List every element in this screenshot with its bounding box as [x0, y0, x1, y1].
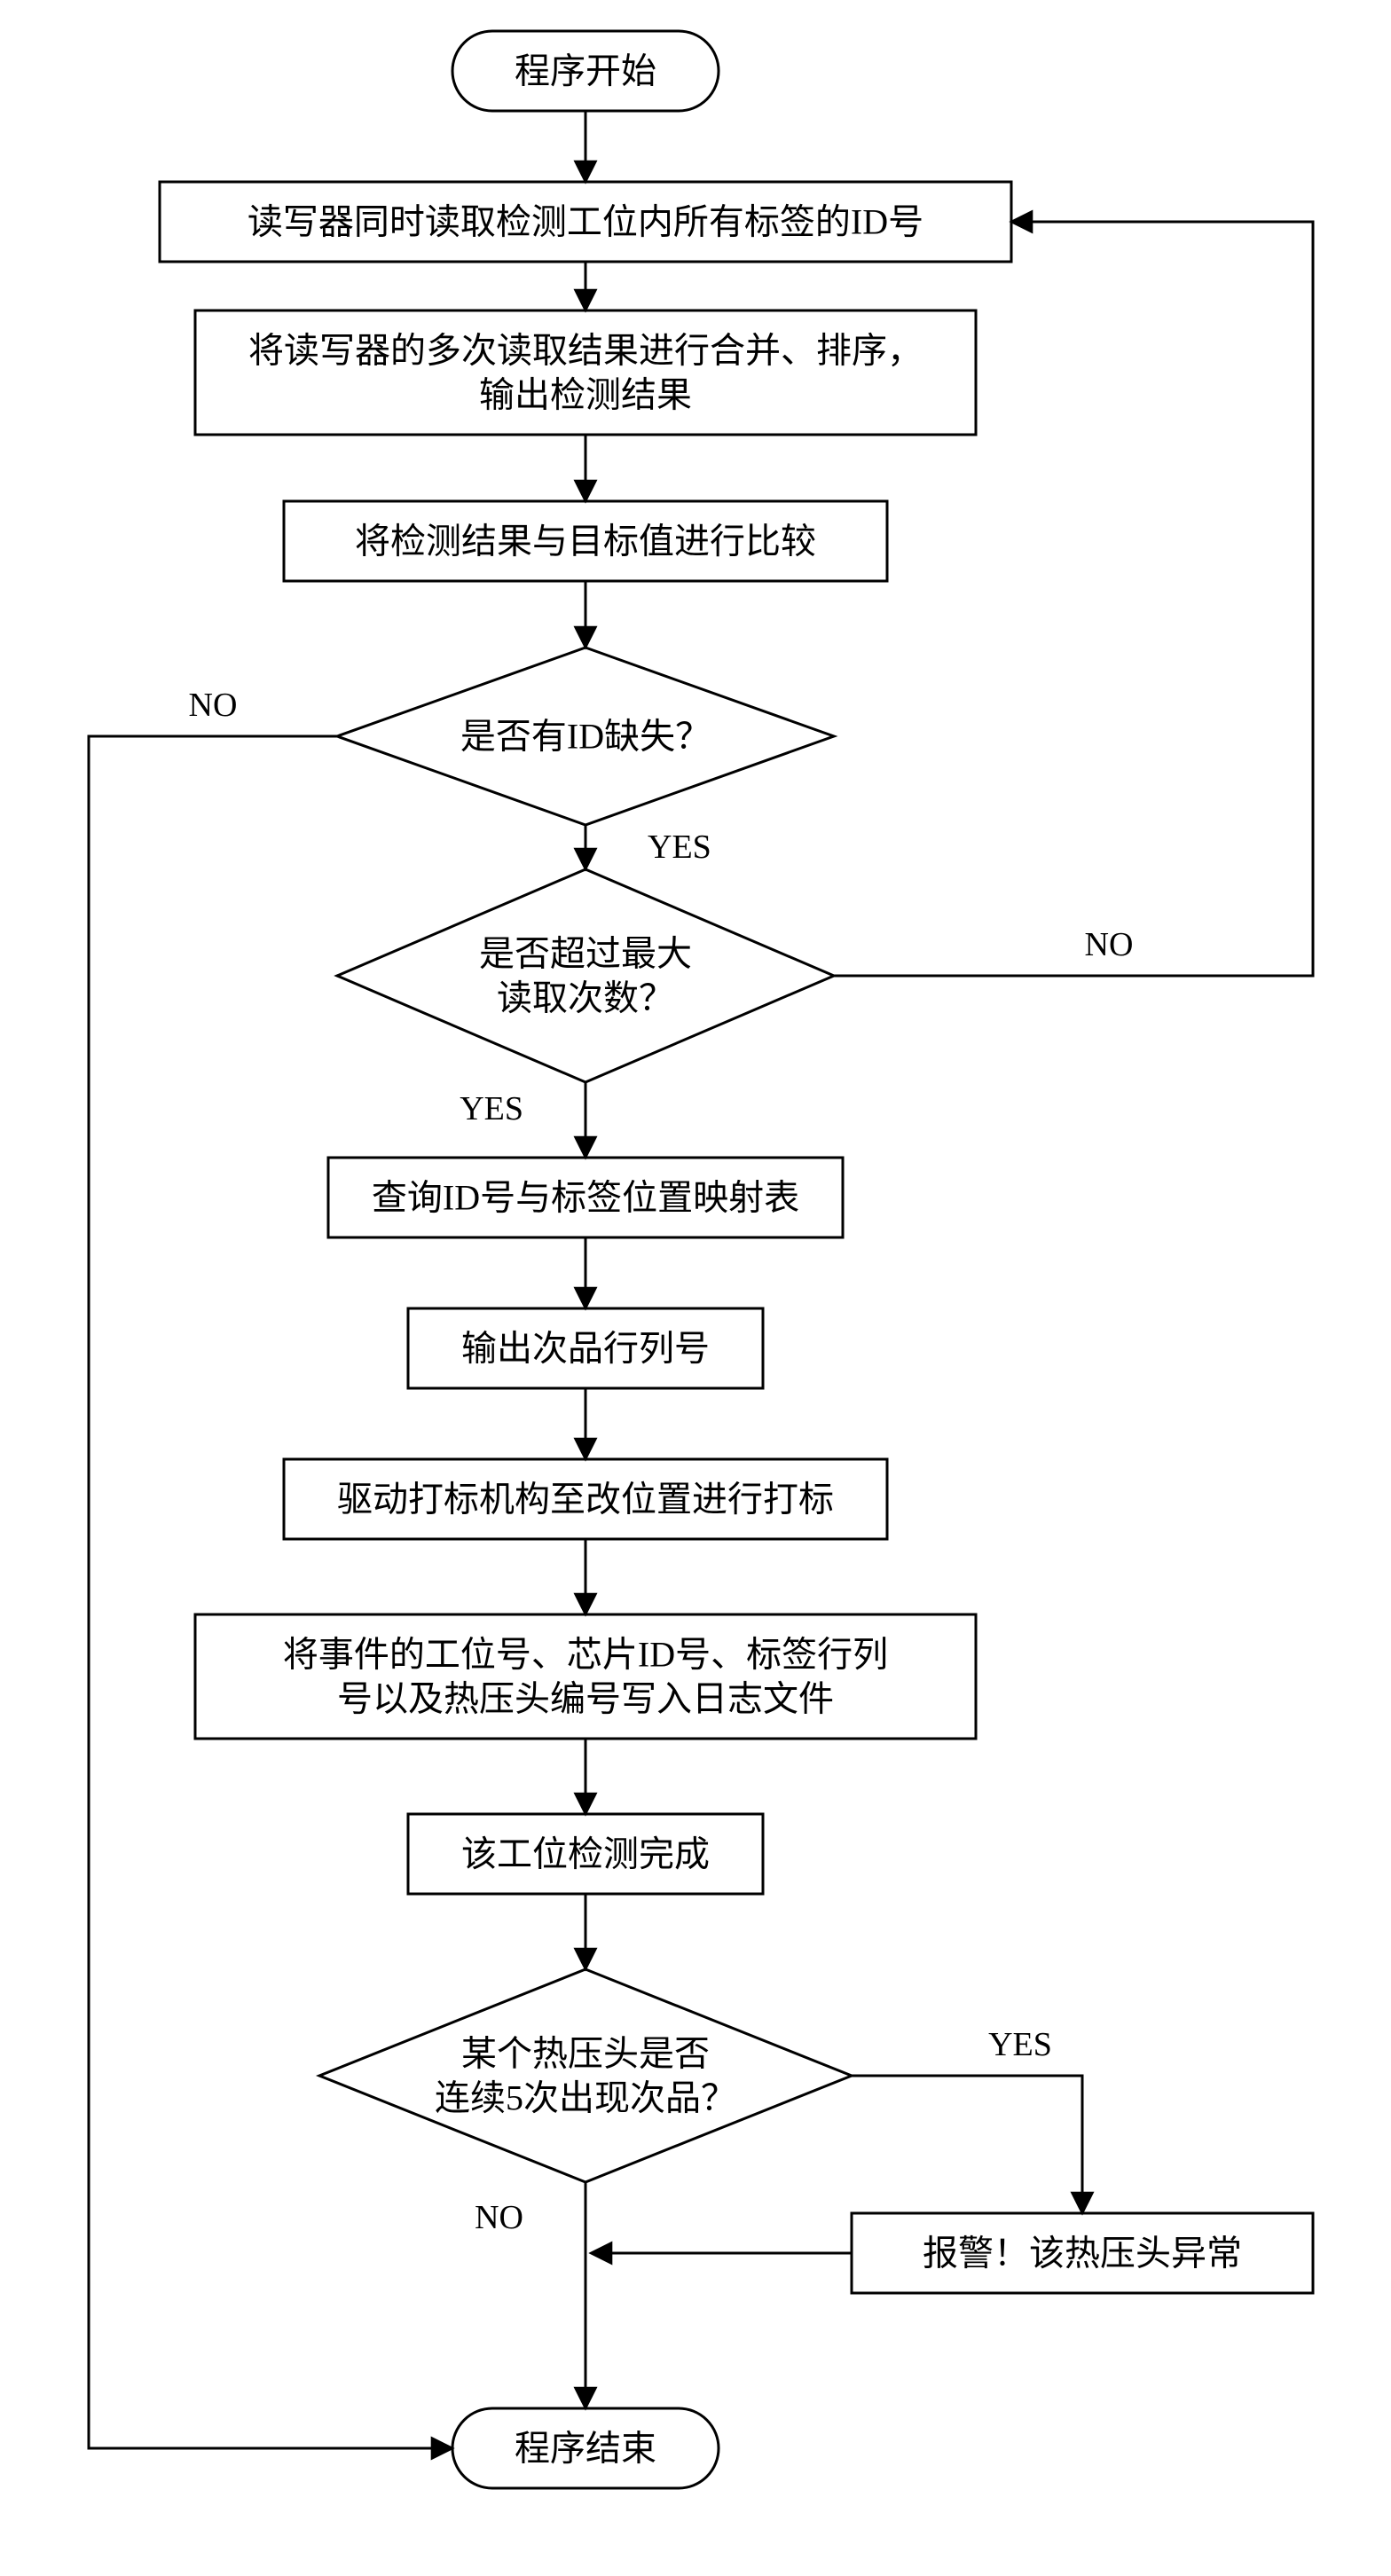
node-alarm-label: 报警！该热压头异常 — [923, 2234, 1242, 2274]
svg-text:连续5次出现次品？: 连续5次出现次品？ — [435, 2078, 736, 2118]
svg-text:读写器同时读取检测工位内所有标签的ID号: 读写器同时读取检测工位内所有标签的ID号 — [248, 202, 923, 242]
svg-text:程序开始: 程序开始 — [515, 51, 656, 91]
node-merge — [195, 310, 976, 435]
svg-text:报警！该热压头异常: 报警！该热压头异常 — [923, 2234, 1242, 2274]
svg-text:查询ID号与标签位置映射表: 查询ID号与标签位置映射表 — [372, 1178, 799, 1218]
edge-label: YES — [988, 2026, 1052, 2063]
node-merge-label: 将读写器的多次读取结果进行合并、排序，输出检测结果 — [248, 331, 923, 415]
edge-label: NO — [1085, 926, 1134, 963]
edge — [89, 736, 452, 2448]
svg-text:程序结束: 程序结束 — [515, 2429, 656, 2469]
flowchart-canvas: 程序开始读写器同时读取检测工位内所有标签的ID号将读写器的多次读取结果进行合并、… — [0, 0, 1391, 2576]
node-output-label: 输出次品行列号 — [461, 1329, 710, 1369]
node-log — [195, 1614, 976, 1739]
svg-text:读取次数？: 读取次数？ — [497, 978, 674, 1018]
svg-text:驱动打标机构至改位置进行打标: 驱动打标机构至改位置进行打标 — [337, 1480, 834, 1520]
svg-text:将读写器的多次读取结果进行合并、排序，: 将读写器的多次读取结果进行合并、排序， — [248, 331, 923, 371]
svg-text:号以及热压头编号写入日志文件: 号以及热压头编号写入日志文件 — [337, 1679, 834, 1719]
edge — [852, 2076, 1082, 2213]
svg-text:是否超过最大: 是否超过最大 — [479, 934, 692, 974]
node-log-label: 将事件的工位号、芯片ID号、标签行列号以及热压头编号写入日志文件 — [283, 1635, 888, 1719]
node-mark-label: 驱动打标机构至改位置进行打标 — [337, 1480, 834, 1520]
edge-label: NO — [189, 687, 238, 724]
svg-text:将事件的工位号、芯片ID号、标签行列: 将事件的工位号、芯片ID号、标签行列 — [283, 1635, 888, 1675]
node-done-label: 该工位检测完成 — [461, 1834, 710, 1874]
edge-label: YES — [460, 1090, 523, 1127]
svg-text:该工位检测完成: 该工位检测完成 — [461, 1834, 710, 1874]
node-start-label: 程序开始 — [515, 51, 656, 91]
node-d_defect — [319, 1969, 852, 2182]
node-d_defect-label: 某个热压头是否连续5次出现次品？ — [435, 2034, 736, 2118]
node-compare-label: 将检测结果与目标值进行比较 — [355, 522, 816, 562]
node-d_miss-label: 是否有ID缺失？ — [460, 717, 711, 757]
svg-text:输出次品行列号: 输出次品行列号 — [461, 1329, 710, 1369]
node-lookup-label: 查询ID号与标签位置映射表 — [372, 1178, 799, 1218]
svg-text:是否有ID缺失？: 是否有ID缺失？ — [460, 717, 711, 757]
svg-text:某个热压头是否: 某个热压头是否 — [461, 2034, 710, 2074]
svg-text:输出检测结果: 输出检测结果 — [479, 375, 692, 415]
node-d_max — [337, 869, 834, 1082]
svg-text:将检测结果与目标值进行比较: 将检测结果与目标值进行比较 — [355, 522, 816, 562]
edge-label: NO — [475, 2199, 523, 2236]
node-read-label: 读写器同时读取检测工位内所有标签的ID号 — [248, 202, 923, 242]
edge-label: YES — [648, 829, 711, 866]
node-d_max-label: 是否超过最大读取次数？ — [479, 934, 692, 1018]
node-end-label: 程序结束 — [515, 2429, 656, 2469]
